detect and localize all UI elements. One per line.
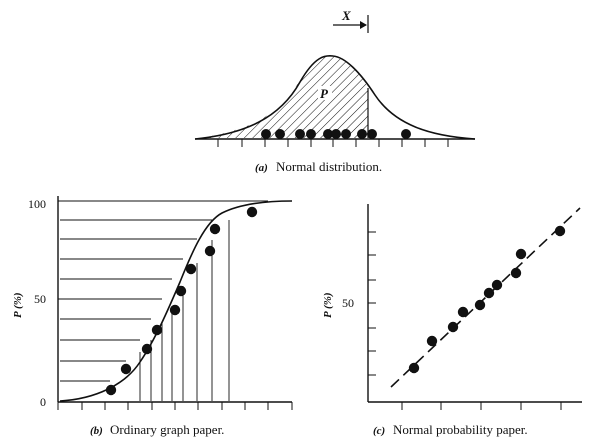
panel-b: 0 50 100: [12, 196, 293, 437]
x-ticks: [401, 402, 562, 410]
data-point: [151, 324, 163, 336]
sample-dot: [401, 129, 411, 139]
caption-b-letter: (b): [90, 425, 103, 437]
hatched-area: [200, 55, 368, 138]
sample-dot: [275, 129, 285, 139]
y-ticks: [368, 231, 376, 376]
data-point: [491, 279, 503, 291]
data-points-b: [105, 206, 258, 396]
area-label: P: [320, 86, 329, 101]
y-tick-50: 50: [342, 296, 354, 310]
y-axis-label-c: P (%): [322, 292, 334, 318]
area-label-box: [318, 86, 332, 100]
caption-c-text: Normal probability paper.: [393, 422, 528, 437]
caption-a-letter: (a): [255, 162, 268, 174]
data-point: [483, 287, 495, 299]
data-point: [408, 362, 420, 374]
data-point: [105, 384, 117, 396]
data-point: [185, 263, 197, 275]
data-point: [120, 363, 132, 375]
axis-ticks: [217, 139, 449, 147]
cumulative-curve: [59, 200, 293, 402]
data-point: [209, 223, 221, 235]
data-point: [474, 299, 486, 311]
data-point: [141, 343, 153, 355]
bell-curve: [194, 54, 476, 140]
data-point: [175, 285, 187, 297]
data-points-c: [408, 225, 566, 374]
caption-c-letter: (c): [373, 425, 385, 437]
interval-marker: [333, 15, 369, 33]
data-point: [426, 335, 438, 347]
y-tick-0: 0: [40, 395, 46, 409]
caption-a-text: Normal distribution.: [276, 159, 382, 174]
data-point: [169, 304, 181, 316]
x-ticks: [57, 402, 293, 410]
sample-dot: [323, 129, 333, 139]
y-axis-label-b: P (%): [12, 292, 24, 318]
y-tick-50: 50: [34, 292, 46, 306]
data-point: [447, 321, 459, 333]
y-tick-100: 100: [28, 197, 46, 211]
fit-line: [390, 207, 581, 388]
data-point: [204, 245, 216, 257]
interval-label: X: [341, 8, 351, 23]
caption-b-text: Ordinary graph paper.: [110, 422, 224, 437]
data-point: [457, 306, 469, 318]
sample-dot: [341, 129, 351, 139]
grid-lines: [60, 200, 268, 382]
sample-dot: [367, 129, 377, 139]
sample-dot: [295, 129, 305, 139]
sample-dot: [331, 129, 341, 139]
data-point: [515, 248, 527, 260]
drop-lines: [139, 220, 230, 401]
data-point: [554, 225, 566, 237]
sample-dot: [357, 129, 367, 139]
panel-c: 50 P (%) (c) Normal probabil: [322, 204, 582, 437]
panel-a: X P (a) Normal distribution.: [194, 8, 476, 174]
sample-dot: [261, 129, 271, 139]
sample-dots: [261, 129, 411, 139]
sample-dot: [306, 129, 316, 139]
data-point: [510, 267, 522, 279]
y-ticks: [58, 200, 64, 403]
data-point: [246, 206, 258, 218]
